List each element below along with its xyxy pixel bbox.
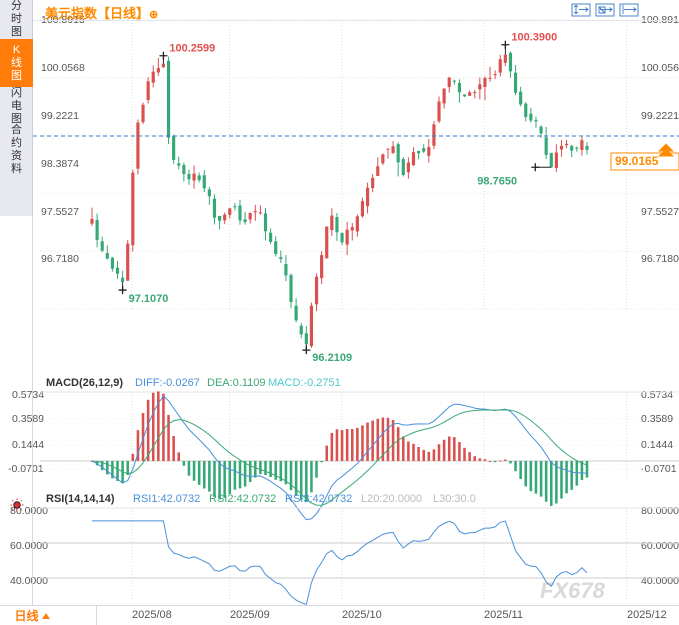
svg-text:98.7650: 98.7650 xyxy=(477,175,517,187)
svg-text:97.1070: 97.1070 xyxy=(129,293,169,305)
svg-text:100.2599: 100.2599 xyxy=(169,43,215,55)
svg-text:96.2109: 96.2109 xyxy=(312,352,352,364)
svg-text:97.5527: 97.5527 xyxy=(641,206,679,218)
svg-text:99.0165: 99.0165 xyxy=(615,154,659,168)
svg-text:100.0568: 100.0568 xyxy=(641,62,679,74)
svg-text:99.2221: 99.2221 xyxy=(641,110,679,122)
svg-text:100.3900: 100.3900 xyxy=(511,32,557,44)
svg-text:96.7180: 96.7180 xyxy=(641,253,679,265)
